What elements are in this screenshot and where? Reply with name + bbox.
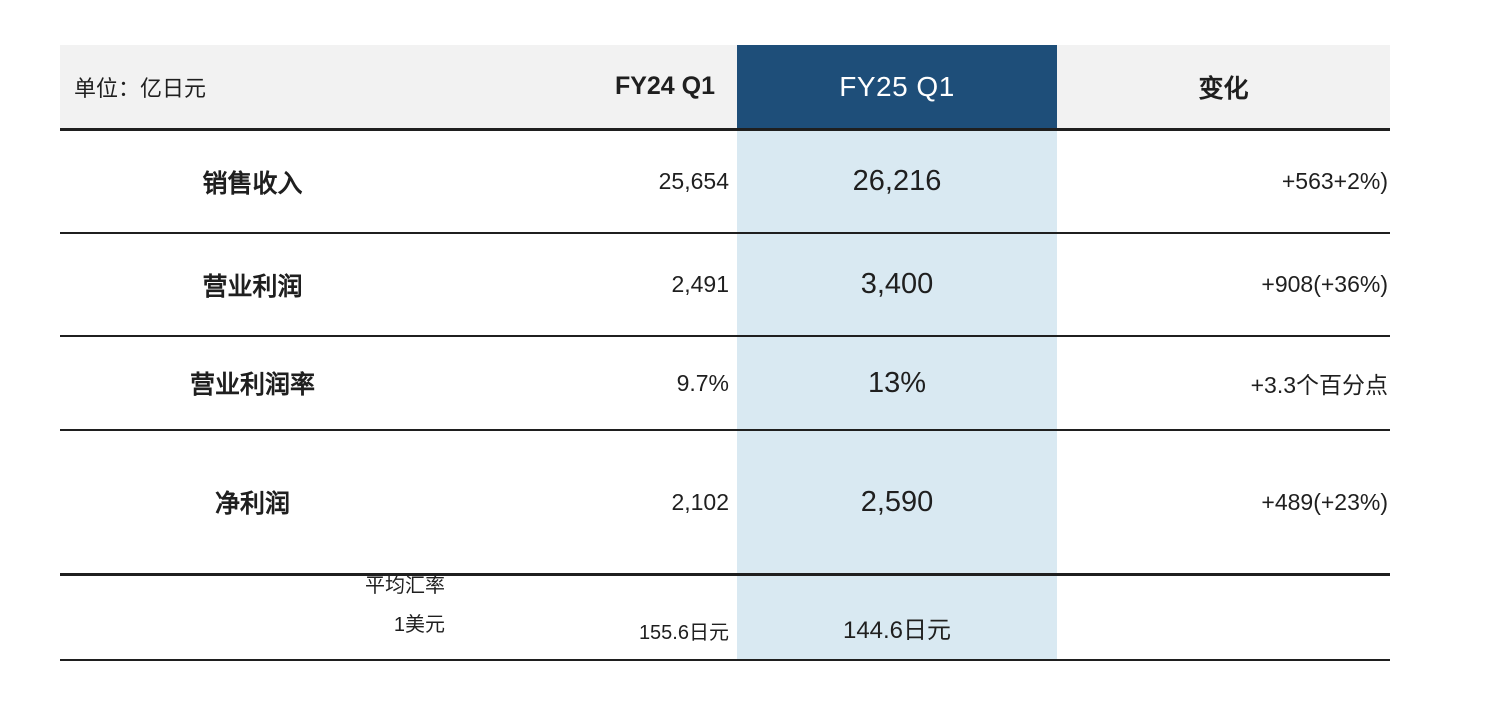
column-header-fy24: FY24 Q1: [614, 72, 715, 100]
table-row-net-profit: 净利润 2,102 2,590 +489(+23%): [60, 431, 1390, 576]
change-value: +3.3个百分点: [1250, 372, 1388, 398]
financial-results-table: 单位：亿日元 FY24 Q1 FY25 Q1 变化 销售收入 25,654 26…: [60, 45, 1390, 661]
change-value: +908(+36%): [1261, 271, 1388, 297]
column-header-change: 变化: [1198, 74, 1249, 103]
rate-label-line1: 平均汇率: [365, 576, 445, 597]
table-row-average-exchange-rate: 平均汇率 1美元 155.6日元 144.6日元: [60, 576, 1390, 661]
fy25-value: 144.6日元: [737, 576, 1057, 659]
change-value: +563+2%): [1281, 168, 1388, 194]
unit-label: 单位：亿日元: [74, 75, 207, 101]
fy25-value: 26,216: [737, 131, 1057, 232]
row-label: 营业利润: [202, 272, 303, 301]
fy24-value: 9.7%: [676, 369, 729, 396]
fy24-value: 155.6日元: [638, 622, 729, 644]
row-label: 平均汇率 1美元: [60, 576, 445, 659]
change-value: [1057, 576, 1390, 659]
table-row-operating-profit: 营业利润 2,491 3,400 +908(+36%): [60, 234, 1390, 337]
column-header-fy25-highlighted: FY25 Q1: [737, 45, 1057, 128]
table-header-row: 单位：亿日元 FY24 Q1 FY25 Q1 变化: [60, 45, 1390, 131]
fy25-value: 2,590: [737, 431, 1057, 573]
fy25-value: 3,400: [737, 234, 1057, 335]
row-label: 营业利润率: [189, 371, 315, 399]
table-row-operating-margin: 营业利润率 9.7% 13% +3.3个百分点: [60, 337, 1390, 431]
row-label: 净利润: [214, 490, 290, 518]
fy24-value: 2,102: [671, 488, 729, 515]
rate-label-line2: 1美元: [393, 614, 445, 636]
change-value: +489(+23%): [1261, 488, 1388, 515]
row-label: 销售收入: [202, 169, 303, 198]
table-row-sales-revenue: 销售收入 25,654 26,216 +563+2%): [60, 131, 1390, 234]
fy24-value: 25,654: [658, 168, 729, 194]
fy25-value: 13%: [737, 337, 1057, 429]
fy24-value: 2,491: [671, 271, 729, 297]
